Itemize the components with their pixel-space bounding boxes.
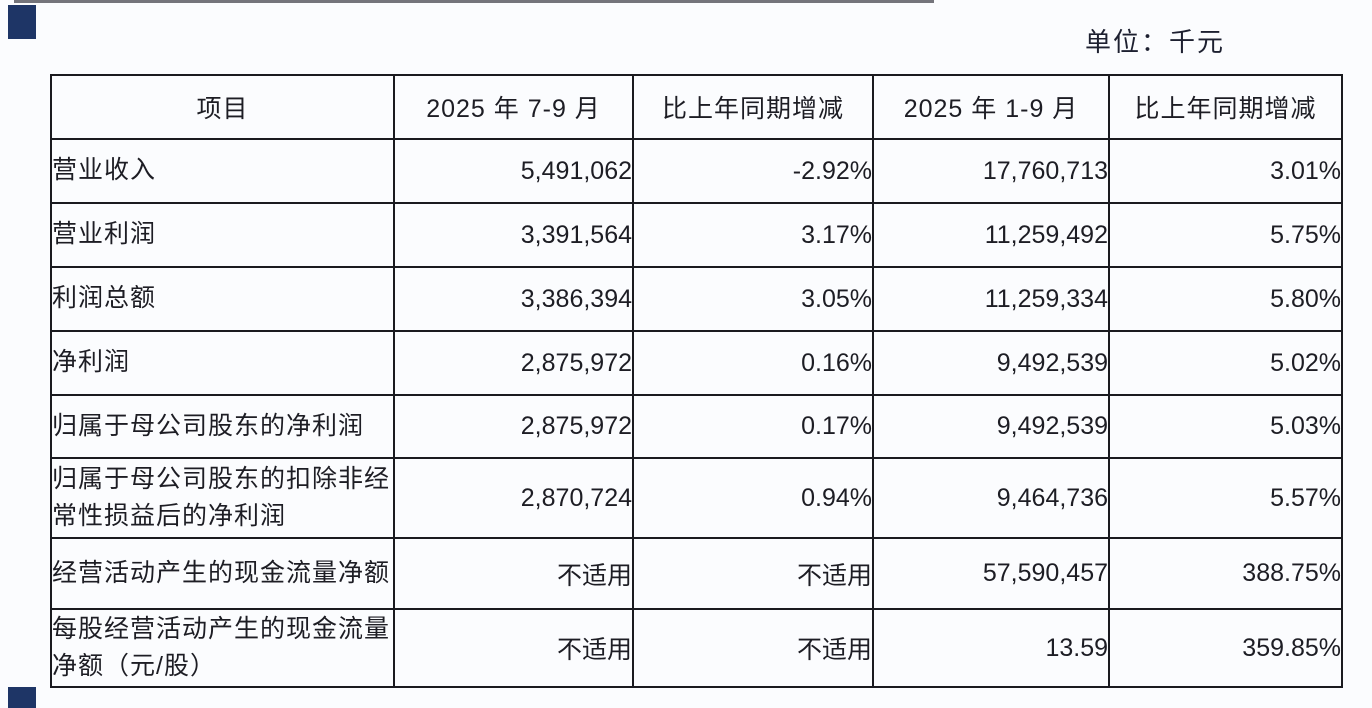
column-header-q3-2025: 2025 年 7-9 月	[393, 74, 634, 140]
row-q3-change: 0.17%	[632, 394, 874, 459]
row-ytd-value: 9,492,539	[872, 330, 1110, 396]
table-row: 营业收入 5,491,062 -2.92% 17,760,713 3.01%	[50, 138, 1343, 204]
row-q3-value: 不适用	[393, 608, 634, 688]
row-q3-value: 2,875,972	[393, 330, 634, 396]
row-q3-value: 3,386,394	[393, 266, 634, 332]
column-header-q3-yoy-change: 比上年同期增减	[632, 74, 874, 140]
row-ytd-value: 11,259,492	[872, 202, 1110, 268]
financial-results-table: 项目 2025 年 7-9 月 比上年同期增减 2025 年 1-9 月 比上年…	[50, 74, 1343, 688]
row-q3-change: 不适用	[632, 608, 874, 688]
row-ytd-change: 3.01%	[1108, 138, 1343, 204]
table-row: 每股经营活动产生的现金流量净额（元/股） 不适用 不适用 13.59 359.8…	[50, 608, 1343, 688]
table-row: 营业利润 3,391,564 3.17% 11,259,492 5.75%	[50, 202, 1343, 268]
row-q3-change: 3.05%	[632, 266, 874, 332]
row-ytd-change: 5.80%	[1108, 266, 1343, 332]
table-header-row: 项目 2025 年 7-9 月 比上年同期增减 2025 年 1-9 月 比上年…	[50, 74, 1343, 140]
table-row: 净利润 2,875,972 0.16% 9,492,539 5.02%	[50, 330, 1343, 396]
row-label: 归属于母公司股东的净利润	[50, 394, 395, 459]
table-row: 经营活动产生的现金流量净额 不适用 不适用 57,590,457 388.75%	[50, 537, 1343, 610]
decor-square-top-left	[8, 5, 36, 39]
row-ytd-change: 5.75%	[1108, 202, 1343, 268]
row-q3-value: 2,875,972	[393, 394, 634, 459]
row-label: 利润总额	[50, 266, 395, 332]
row-q3-value: 3,391,564	[393, 202, 634, 268]
row-label: 经营活动产生的现金流量净额	[50, 537, 395, 610]
row-ytd-value: 9,464,736	[872, 457, 1110, 539]
row-ytd-change: 388.75%	[1108, 537, 1343, 610]
row-q3-change: -2.92%	[632, 138, 874, 204]
row-q3-change: 0.16%	[632, 330, 874, 396]
row-q3-change: 0.94%	[632, 457, 874, 539]
row-label: 每股经营活动产生的现金流量净额（元/股）	[50, 608, 395, 688]
row-q3-value: 不适用	[393, 537, 634, 610]
decor-square-bottom-left	[8, 687, 36, 708]
row-ytd-value: 57,590,457	[872, 537, 1110, 610]
row-label: 营业利润	[50, 202, 395, 268]
column-header-ytd-2025: 2025 年 1-9 月	[872, 74, 1110, 140]
row-ytd-value: 17,760,713	[872, 138, 1110, 204]
table-row: 利润总额 3,386,394 3.05% 11,259,334 5.80%	[50, 266, 1343, 332]
row-label: 净利润	[50, 330, 395, 396]
row-q3-change: 3.17%	[632, 202, 874, 268]
row-ytd-value: 9,492,539	[872, 394, 1110, 459]
row-q3-value: 2,870,724	[393, 457, 634, 539]
decor-top-line	[14, 0, 934, 3]
row-ytd-change: 5.02%	[1108, 330, 1343, 396]
row-label: 营业收入	[50, 138, 395, 204]
row-ytd-change: 359.85%	[1108, 608, 1343, 688]
row-ytd-value: 11,259,334	[872, 266, 1110, 332]
row-ytd-change: 5.57%	[1108, 457, 1343, 539]
column-header-item: 项目	[50, 74, 395, 140]
row-label: 归属于母公司股东的扣除非经常性损益后的净利润	[50, 457, 395, 539]
row-q3-value: 5,491,062	[393, 138, 634, 204]
unit-note: 单位：千元	[1085, 27, 1226, 57]
table-row: 归属于母公司股东的净利润 2,875,972 0.17% 9,492,539 5…	[50, 394, 1343, 459]
column-header-ytd-yoy-change: 比上年同期增减	[1108, 74, 1343, 140]
table-row: 归属于母公司股东的扣除非经常性损益后的净利润 2,870,724 0.94% 9…	[50, 457, 1343, 539]
row-q3-change: 不适用	[632, 537, 874, 610]
row-ytd-change: 5.03%	[1108, 394, 1343, 459]
row-ytd-value: 13.59	[872, 608, 1110, 688]
